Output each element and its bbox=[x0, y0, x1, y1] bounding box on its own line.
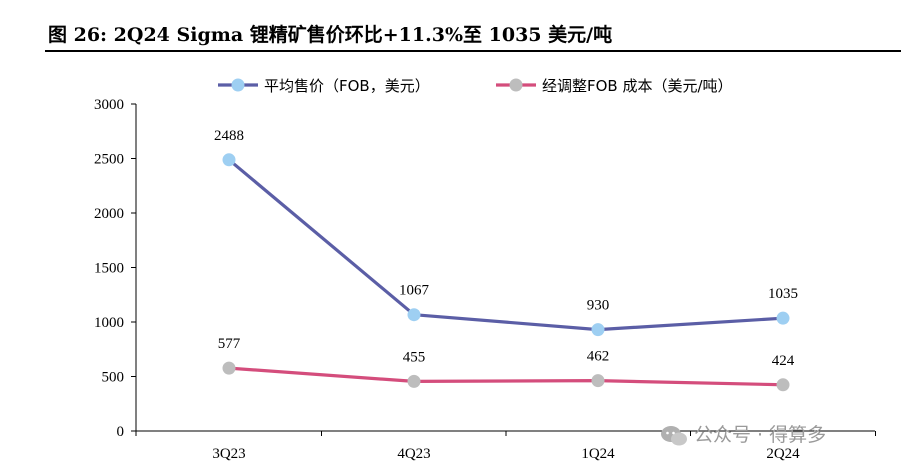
data-label: 455 bbox=[403, 349, 426, 365]
x-tick-label: 2Q24 bbox=[766, 446, 800, 462]
legend-marker bbox=[509, 78, 523, 92]
series-line bbox=[228, 366, 784, 387]
y-tick-label: 0 bbox=[117, 424, 125, 440]
data-point bbox=[591, 323, 605, 337]
data-point bbox=[222, 153, 236, 167]
data-point bbox=[776, 311, 790, 325]
x-tick-label: 3Q23 bbox=[212, 446, 245, 462]
data-label: 930 bbox=[587, 298, 610, 314]
y-tick-label: 2500 bbox=[94, 152, 124, 168]
data-label: 1067 bbox=[399, 283, 430, 299]
y-tick-label: 3000 bbox=[94, 97, 124, 113]
data-point bbox=[591, 374, 605, 388]
y-tick-label: 2000 bbox=[94, 206, 124, 222]
data-label: 577 bbox=[218, 336, 241, 352]
watermark: 公众号 · 得算多 bbox=[660, 420, 826, 447]
legend-label: 平均售价（FOB，美元） bbox=[264, 77, 430, 95]
y-tick-label: 500 bbox=[102, 370, 125, 386]
data-label: 1035 bbox=[768, 286, 798, 302]
x-tick-label: 4Q23 bbox=[397, 446, 430, 462]
x-tick-label: 1Q24 bbox=[581, 446, 615, 462]
title-bar: 图 26: 2Q24 Sigma 锂精矿售价环比+11.3%至 1035 美元/… bbox=[0, 0, 901, 52]
y-tick-label: 1000 bbox=[94, 315, 124, 331]
wechat-icon bbox=[661, 425, 687, 445]
data-point bbox=[407, 374, 421, 388]
data-label: 462 bbox=[587, 349, 610, 365]
legend-label: 经调整FOB 成本（美元/吨） bbox=[542, 77, 733, 95]
data-point bbox=[776, 378, 790, 392]
data-point bbox=[222, 361, 236, 375]
figure-title: 图 26: 2Q24 Sigma 锂精矿售价环比+11.3%至 1035 美元/… bbox=[48, 24, 613, 46]
series-line bbox=[227, 158, 784, 332]
y-tick-label: 1500 bbox=[94, 261, 124, 277]
legend-marker bbox=[231, 78, 245, 92]
data-point bbox=[407, 308, 421, 322]
data-label: 424 bbox=[772, 353, 795, 369]
data-label: 2488 bbox=[214, 128, 244, 144]
watermark-text: 公众号 · 得算多 bbox=[694, 424, 827, 446]
title-rule bbox=[45, 50, 901, 52]
